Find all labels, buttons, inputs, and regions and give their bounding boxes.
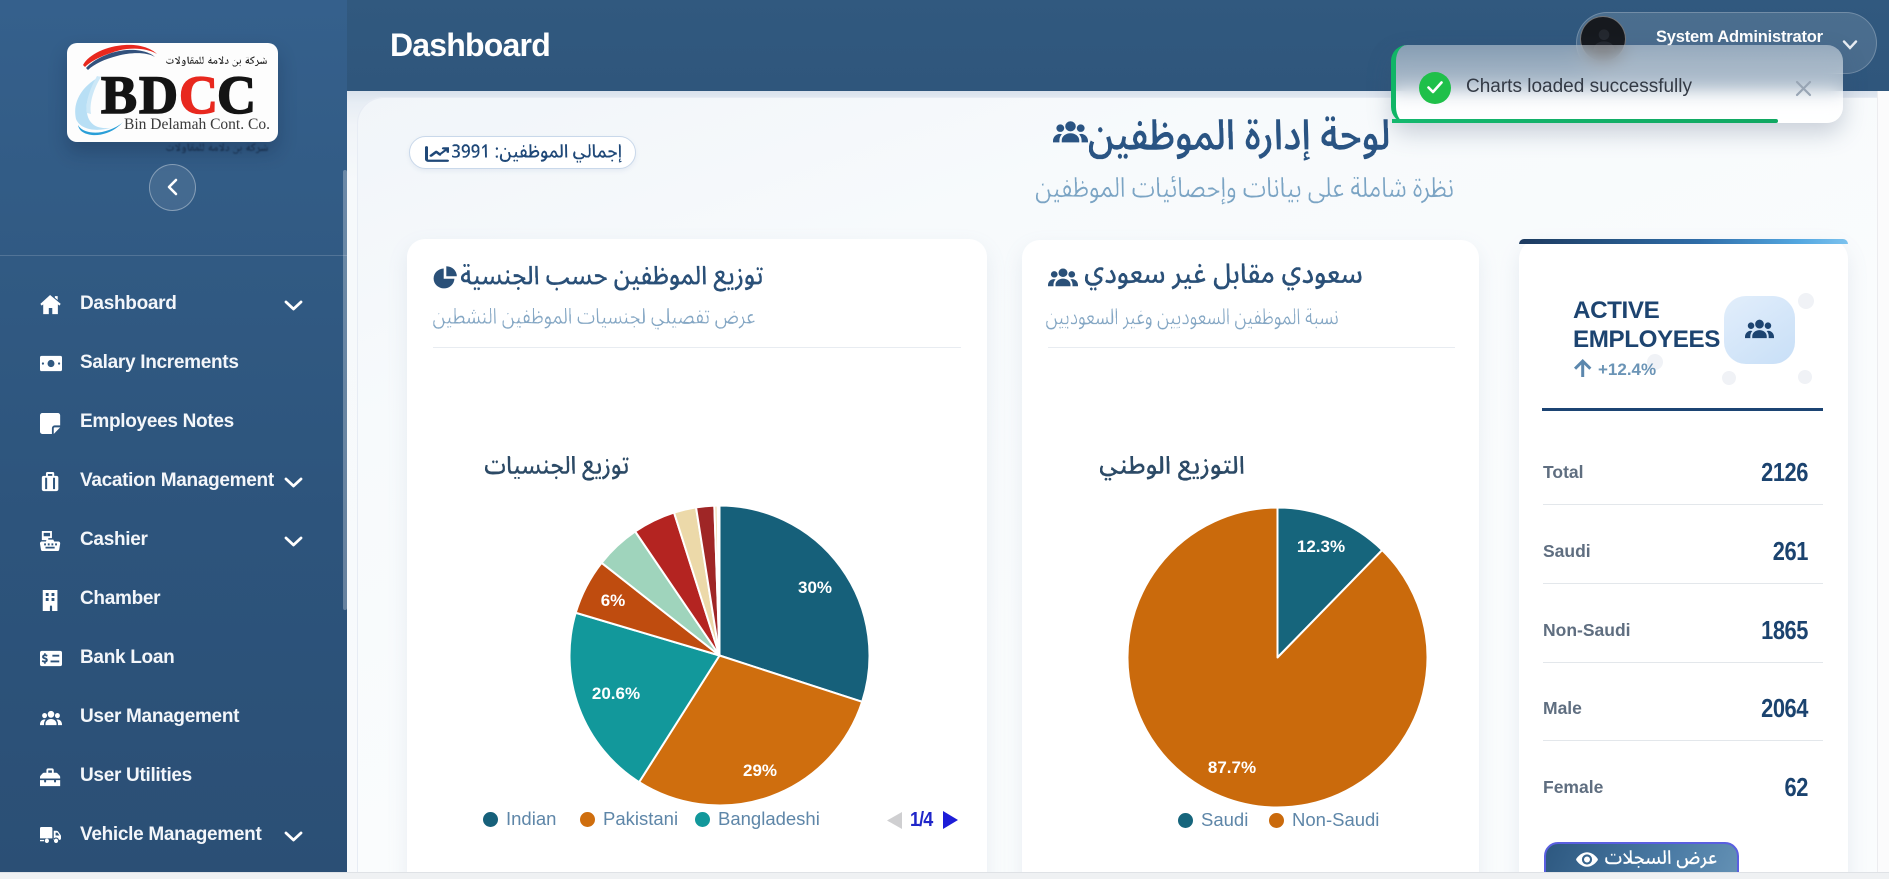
- svg-text:D: D: [139, 65, 176, 125]
- svg-text:C: C: [217, 65, 253, 125]
- svg-text:C: C: [179, 65, 215, 125]
- svg-text:Bin Delamah Cont. Co.: Bin Delamah Cont. Co.: [124, 116, 270, 133]
- svg-text:B: B: [101, 65, 136, 125]
